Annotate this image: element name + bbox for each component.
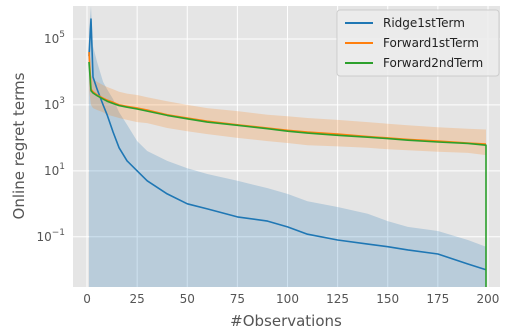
- x-tick-label: 150: [376, 292, 399, 306]
- series-lines: [88, 18, 487, 287]
- x-tick-label: 125: [326, 292, 349, 306]
- x-axis-label: #Observations: [230, 312, 342, 330]
- band-Ridge1stTerm: [89, 6, 486, 287]
- x-tick-label: 0: [83, 292, 91, 306]
- legend-label: Forward1stTerm: [383, 36, 479, 50]
- x-tick-label: 200: [477, 292, 500, 306]
- x-tick-label: 50: [180, 292, 195, 306]
- x-tick-label: 25: [130, 292, 145, 306]
- line-Ridge1stTerm: [88, 18, 487, 271]
- y-axis-label: Online regret terms: [10, 72, 28, 219]
- y-tick-labels: 10−1 101 103 105: [36, 30, 65, 244]
- x-tick-label: 100: [276, 292, 299, 306]
- band-Forward1stTerm: [89, 39, 486, 156]
- legend-box: [336, 9, 500, 77]
- x-tick-label: 75: [230, 292, 245, 306]
- line-Forward2ndTerm: [88, 61, 487, 287]
- x-tick-label: 175: [426, 292, 449, 306]
- confidence-bands: [89, 6, 486, 287]
- y-tick-label: 105: [44, 30, 65, 46]
- legend: Ridge1stTerm Forward1stTerm Forward2ndTerm: [336, 9, 500, 77]
- x-tick-labels: 0 25 50 75 100 125 150 175 200: [83, 292, 499, 306]
- y-tick-label: 10−1: [36, 228, 65, 244]
- y-tick-label: 103: [44, 96, 65, 112]
- legend-label: Ridge1stTerm: [383, 16, 465, 30]
- legend-label: Forward2ndTerm: [383, 56, 483, 70]
- y-tick-label: 101: [44, 162, 65, 178]
